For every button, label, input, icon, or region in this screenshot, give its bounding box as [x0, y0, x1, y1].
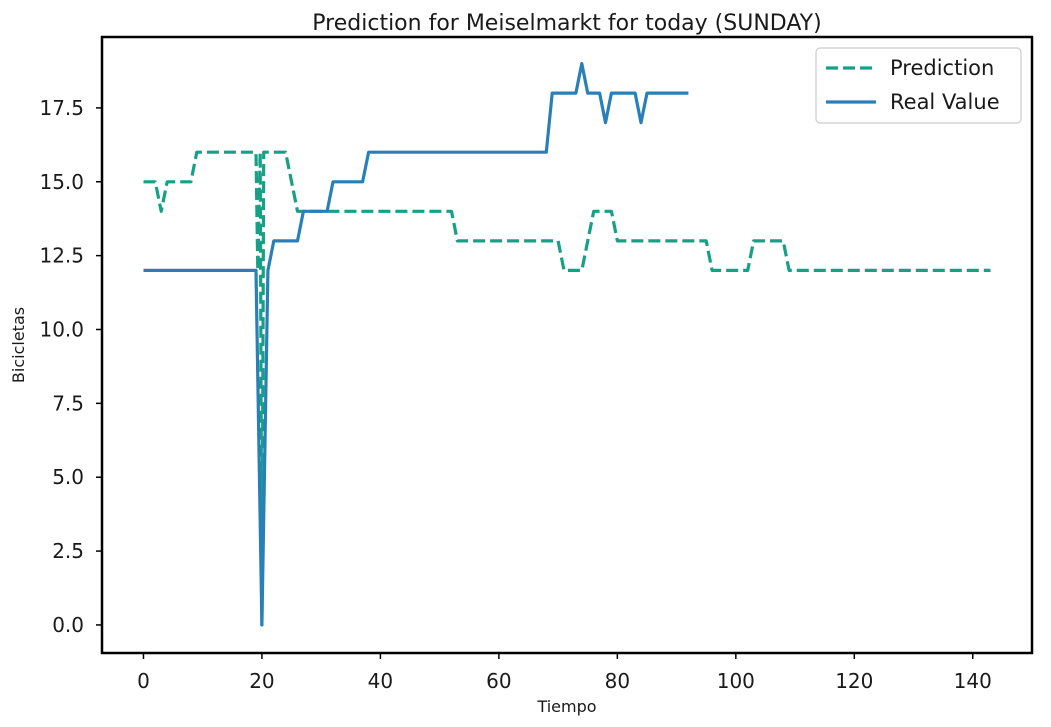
x-tick-label: 120	[835, 669, 873, 693]
x-tick-label: 20	[249, 669, 274, 693]
plot-frame	[100, 35, 1034, 655]
legend: Prediction Real Value	[815, 47, 1022, 124]
y-tick-label: 15.0	[39, 170, 84, 194]
x-tick-label: 140	[954, 669, 992, 693]
x-tick-label: 80	[605, 669, 630, 693]
y-tick-label: 12.5	[39, 244, 84, 268]
y-tick-label: 10.0	[39, 317, 84, 341]
legend-label-prediction: Prediction	[890, 56, 994, 80]
x-axis-label: Tiempo	[536, 697, 596, 716]
series-layer	[143, 62, 991, 627]
x-tick-label: 0	[137, 669, 150, 693]
x-tick-label: 100	[717, 669, 755, 693]
y-tick-label: 5.0	[52, 465, 84, 489]
y-tick-label: 17.5	[39, 96, 84, 120]
chart-title: Prediction for Meiselmarkt for today (SU…	[312, 11, 821, 36]
y-tick-label: 7.5	[52, 391, 84, 415]
y-tick-label: 2.5	[52, 539, 84, 563]
x-tick-label: 40	[368, 669, 393, 693]
series-line-prediction	[143, 150, 991, 627]
y-tick-label: 0.0	[52, 613, 84, 637]
x-tick-label: 60	[486, 669, 511, 693]
series-line-real-value	[143, 62, 689, 627]
y-axis: 0.0 2.5 5.0 7.5 10.0 12.5 15.0 17.5	[39, 96, 102, 637]
x-axis: 0 20 40 60 80 100 120 140	[137, 653, 992, 693]
legend-label-real-value: Real Value	[890, 90, 1000, 114]
y-axis-label: Bicicletas	[9, 307, 28, 383]
